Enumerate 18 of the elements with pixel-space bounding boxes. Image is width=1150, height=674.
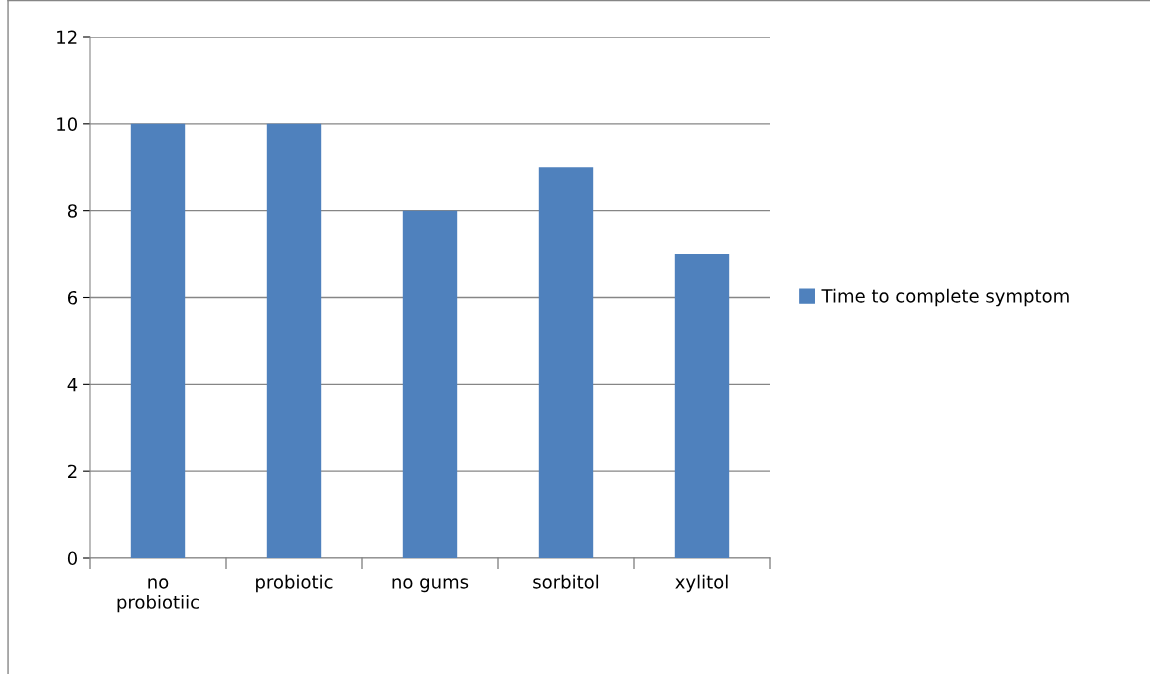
y-tick-label: 10 bbox=[57, 117, 77, 131]
bar bbox=[674, 254, 730, 558]
y-tick-label: 0 bbox=[67, 551, 77, 566]
x-tick-label: no gums bbox=[392, 578, 469, 593]
x-tick-label: sorbitol bbox=[533, 574, 599, 589]
bar bbox=[266, 123, 322, 558]
y-tick-label: 2 bbox=[68, 464, 77, 479]
legend-label: Time to complete symptom bbox=[821, 288, 1069, 307]
y-tick-label: 12 bbox=[57, 30, 77, 44]
bar bbox=[402, 210, 458, 558]
bar bbox=[538, 167, 594, 558]
x-tick-label: probiotic bbox=[256, 574, 333, 593]
x-tick-label: no probiotiic bbox=[117, 578, 199, 613]
bar bbox=[130, 123, 186, 558]
y-tick-label: 4 bbox=[67, 378, 78, 392]
y-tick-label: 8 bbox=[67, 204, 77, 218]
y-tick-label: 6 bbox=[67, 290, 78, 305]
x-tick-label: xylitol bbox=[675, 574, 728, 593]
